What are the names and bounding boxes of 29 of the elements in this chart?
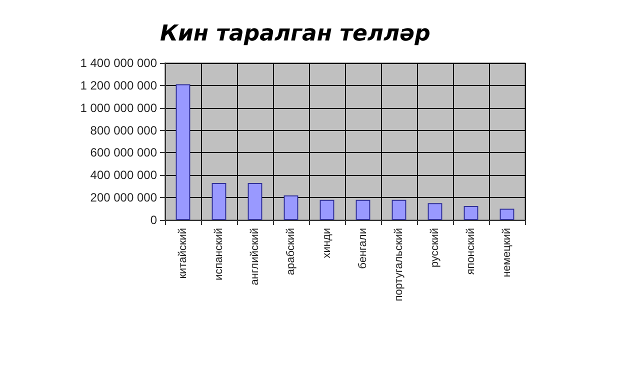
y-tick-label: 200 000 000 <box>90 190 158 205</box>
x-tick-label: японский <box>465 228 477 275</box>
x-tick-label: английский <box>249 228 261 286</box>
x-tick-label: португальский <box>393 228 405 302</box>
chart-title: Кин таралган телләр <box>160 22 430 46</box>
y-tick-label: 1 400 000 000 <box>80 56 158 70</box>
x-tick-label: немецкий <box>501 228 513 278</box>
bar <box>212 182 226 220</box>
bar <box>176 84 190 220</box>
y-tick-label: 800 000 000 <box>90 123 158 138</box>
bar <box>464 206 478 220</box>
bar <box>284 195 298 220</box>
x-tick-label: бенгали <box>357 228 369 269</box>
bar <box>500 208 514 220</box>
y-tick-label: 400 000 000 <box>90 168 158 182</box>
x-tick-label: русский <box>429 228 441 268</box>
bar <box>356 200 370 220</box>
x-tick-label: хинди <box>321 228 333 258</box>
y-tick-label: 1 000 000 000 <box>80 100 158 115</box>
x-tick-label: испанский <box>213 228 225 280</box>
x-tick-label: китайский <box>177 228 189 279</box>
x-tick-label: арабский <box>285 228 297 276</box>
bar <box>248 182 262 220</box>
bar <box>320 200 334 220</box>
bar <box>428 203 442 220</box>
y-tick-label: 0 <box>150 213 158 227</box>
y-tick-label: 1 200 000 000 <box>80 78 158 92</box>
bar <box>392 200 406 220</box>
y-tick-label: 600 000 000 <box>90 146 158 160</box>
